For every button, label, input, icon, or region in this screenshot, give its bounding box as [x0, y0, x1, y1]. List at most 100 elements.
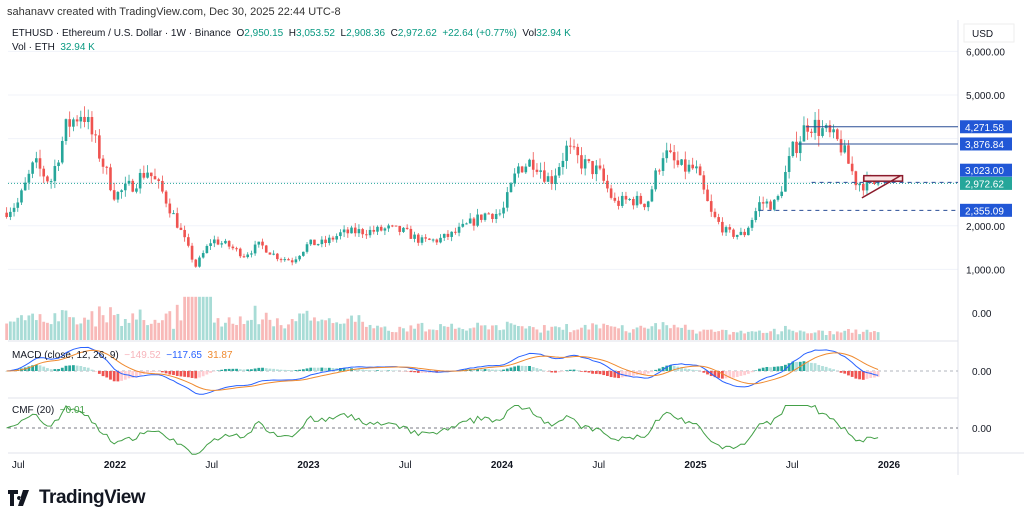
candle: [109, 163, 112, 192]
volume-bar: [691, 329, 695, 340]
candle: [387, 223, 390, 232]
price-label-box: [960, 137, 1012, 151]
macd-label[interactable]: MACD (close, 12, 26, 9): [12, 350, 119, 361]
currency-label: USD: [972, 29, 993, 40]
candle-body: [253, 244, 257, 254]
candle-body: [836, 129, 839, 140]
price-label-box: [960, 163, 1012, 177]
macd-histogram-bar: [372, 370, 376, 371]
candle-body: [732, 229, 735, 237]
macd-histogram-bar: [327, 367, 331, 371]
volume-bar: [331, 323, 335, 340]
volume-bar: [702, 329, 706, 340]
candle: [46, 175, 49, 184]
macd-histogram-bar: [732, 371, 735, 378]
macd-histogram-bar: [338, 367, 342, 371]
macd-histogram-bar: [379, 370, 383, 371]
candle: [198, 255, 201, 268]
candle: [246, 252, 249, 259]
candle-body: [658, 170, 661, 172]
volume-bar: [546, 330, 550, 340]
candle: [79, 110, 83, 129]
symbol-title[interactable]: ETHUSD · Ethereum / U.S. Dollar · 1W · B…: [12, 28, 231, 39]
candle-body: [157, 179, 160, 181]
candle-body: [231, 246, 235, 249]
price-axis-tick: 6,000.00: [966, 47, 1005, 58]
volume-bar: [517, 326, 520, 340]
cmf-label[interactable]: CMF (20): [12, 405, 55, 416]
volume-bar: [157, 322, 161, 340]
volume-bar: [676, 327, 680, 340]
candle-body: [639, 195, 643, 204]
volume-bar: [806, 333, 810, 340]
volume-bar: [587, 329, 591, 340]
volume-bar: [31, 313, 34, 340]
volume-bar: [38, 314, 42, 340]
change-value: +22.64 (+0.77%): [442, 28, 517, 39]
candle: [142, 165, 146, 180]
candle-body: [246, 254, 249, 258]
macd-histogram-bar: [535, 368, 539, 371]
candle-body: [691, 164, 694, 169]
candle: [209, 239, 212, 250]
macd-histogram-bar: [847, 371, 850, 376]
macd-histogram-bar: [669, 365, 672, 371]
macd-histogram-bar: [502, 369, 505, 371]
candle-body: [250, 253, 253, 255]
candle: [187, 233, 190, 248]
candle: [602, 164, 605, 184]
volume-bar: [164, 313, 168, 340]
candle-body: [428, 238, 431, 240]
volume-bar: [680, 327, 683, 340]
volume-bar: [498, 330, 502, 340]
volume-bar: [861, 331, 865, 340]
candle: [49, 178, 53, 189]
candle-body: [353, 227, 357, 234]
candle-body: [821, 128, 824, 136]
macd-histogram-bar: [743, 371, 747, 376]
macd-histogram-bar: [249, 369, 253, 371]
candle-body: [695, 166, 698, 169]
candle: [331, 235, 335, 242]
macd-histogram-bar: [420, 371, 424, 373]
candle: [287, 257, 290, 261]
candle: [161, 175, 164, 194]
macd-histogram-bar: [631, 371, 635, 376]
candle: [743, 228, 746, 238]
candle-body: [565, 145, 568, 161]
volume-bar: [138, 309, 142, 340]
candle: [235, 246, 238, 252]
candle-body: [643, 203, 646, 208]
candle: [580, 147, 583, 175]
macd-histogram-bar: [487, 369, 491, 371]
macd-histogram-bar: [695, 370, 698, 371]
macd-histogram-bar: [639, 371, 643, 375]
volume-bar: [746, 331, 750, 340]
macd-histogram-bar: [205, 371, 209, 375]
candle: [802, 116, 806, 142]
candle: [201, 250, 205, 259]
volume-indicator-label[interactable]: Vol · ETH: [12, 42, 55, 53]
candle: [31, 161, 34, 179]
candle-body: [216, 239, 220, 245]
candle-body: [120, 190, 123, 193]
macd-histogram-bar: [179, 371, 183, 377]
macd-histogram-bar: [361, 369, 365, 371]
volume-bar: [865, 329, 869, 340]
volume-bar: [646, 328, 650, 340]
tradingview-logo-text: TradingView: [39, 487, 146, 508]
price-label: 3,023.00: [965, 166, 1004, 177]
candle: [724, 225, 728, 237]
candle: [313, 239, 316, 246]
volume-bar: [368, 324, 372, 340]
candle: [828, 120, 832, 138]
volume-bar: [90, 311, 94, 340]
tradingview-logo[interactable]: TradingView: [8, 487, 146, 509]
candle-body: [654, 170, 657, 190]
candle-body: [632, 199, 635, 206]
volume-bar: [353, 321, 357, 340]
candle: [402, 226, 405, 233]
candle-body: [672, 152, 676, 161]
candle: [146, 165, 149, 179]
